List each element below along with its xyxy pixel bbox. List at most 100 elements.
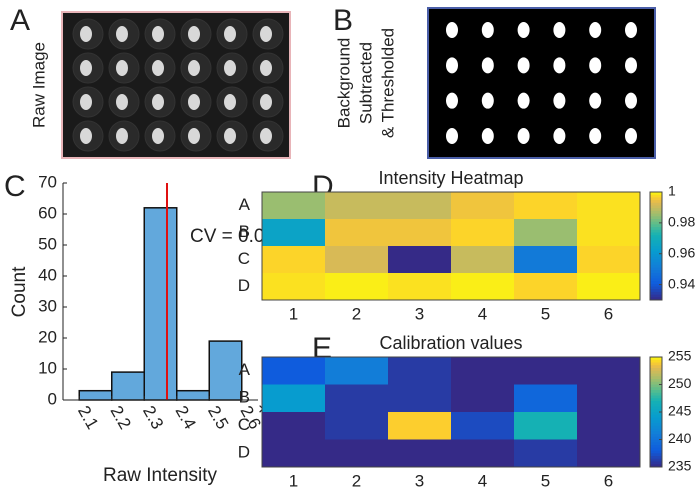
colorbar-step: [650, 200, 662, 204]
image-label: Raw Image: [29, 42, 48, 128]
colorbar-step: [650, 235, 662, 239]
colorbar-step: [650, 278, 662, 282]
colorbar-step: [650, 395, 662, 399]
cell: [388, 273, 452, 301]
colorbar-step: [650, 267, 662, 271]
spot: [80, 94, 92, 110]
y-tick-label: 0: [48, 389, 57, 408]
colorbar-step: [650, 197, 662, 201]
colorbar-step: [650, 392, 662, 396]
y-tick-label: 40: [38, 265, 57, 284]
cell: [451, 357, 515, 385]
colorbar-step: [650, 275, 662, 279]
column-label: 2: [352, 471, 361, 487]
colorbar-tick-label: 0.96: [668, 244, 695, 260]
spot: [517, 128, 530, 144]
cell: [262, 357, 326, 385]
colorbar-step: [650, 384, 662, 388]
cell: [262, 384, 326, 413]
spot: [80, 26, 92, 42]
cell: [388, 357, 452, 385]
cell: [325, 384, 389, 413]
x-tick-label: 2.2: [106, 403, 134, 433]
colorbar-step: [650, 264, 662, 269]
colorbar-step: [650, 210, 662, 215]
cell: [514, 219, 578, 247]
colorbar-step: [650, 398, 662, 402]
colorbar-step: [650, 420, 662, 424]
colorbar-step: [650, 461, 662, 465]
column-label: 3: [415, 471, 424, 487]
column-label: 6: [604, 471, 613, 487]
cell: [388, 439, 452, 468]
colorbar-step: [650, 412, 662, 416]
y-tick-label: 50: [38, 234, 57, 253]
cell: [514, 273, 578, 301]
spot: [152, 128, 164, 144]
bar: [208, 340, 243, 401]
spot: [188, 26, 200, 42]
spot: [553, 128, 566, 144]
colorbar-step: [650, 294, 662, 298]
colorbar-step: [650, 362, 662, 366]
colorbar-step: [650, 370, 662, 374]
spot: [553, 57, 566, 74]
spot: [188, 94, 200, 110]
row-label: B: [239, 222, 250, 241]
cell: [262, 246, 326, 274]
colorbar-step: [650, 232, 662, 236]
colorbar-step: [650, 240, 662, 244]
spot: [260, 26, 272, 42]
colorbar-tick-label: 250: [668, 375, 692, 391]
column-label: 5: [541, 304, 550, 323]
cell: [451, 192, 515, 220]
colorbar-step: [650, 387, 662, 391]
cell: [451, 439, 515, 468]
cell: [451, 246, 515, 274]
row-label: A: [239, 195, 251, 214]
spot: [260, 60, 272, 76]
colorbar-step: [650, 194, 662, 198]
colorbar-step: [650, 256, 662, 260]
y-tick-label: 70: [38, 172, 57, 191]
cell: [325, 246, 389, 274]
cell: [325, 192, 389, 220]
colorbar-tick-label: 255: [668, 348, 692, 364]
cell: [388, 192, 452, 220]
colorbar-step: [650, 428, 662, 432]
bar: [111, 371, 145, 401]
colorbar-step: [650, 224, 662, 228]
cell: [514, 357, 578, 385]
panel-label: C: [4, 170, 26, 203]
spot: [481, 128, 494, 144]
row-label: D: [238, 276, 250, 295]
cell: [451, 219, 515, 247]
colorbar-tick-label: 245: [668, 403, 692, 419]
y-tick-label: 60: [38, 203, 57, 222]
colorbar-step: [650, 289, 662, 293]
heatmap-frame: [261, 356, 641, 468]
colorbar-step: [650, 373, 662, 377]
colorbar-tick-label: 1: [668, 183, 676, 199]
colorbar-step: [650, 450, 662, 454]
colorbar-step: [650, 243, 662, 247]
cell: [451, 384, 515, 413]
colorbar-step: [650, 401, 662, 405]
colorbar-step: [650, 213, 662, 217]
colorbar-step: [650, 216, 662, 220]
column-label: 4: [478, 304, 487, 323]
spot: [446, 128, 458, 144]
x-tick-label: 2.3: [139, 403, 167, 433]
cell: [262, 412, 326, 440]
cell: [514, 439, 578, 468]
heatmap-frame: [261, 191, 641, 301]
spot: [152, 94, 164, 110]
colorbar-step: [650, 297, 662, 301]
colorbar-step: [650, 368, 662, 372]
heatmap-title: Calibration values: [379, 333, 522, 353]
colorbar-step: [650, 202, 662, 206]
panel-label: B: [333, 4, 353, 37]
spot: [188, 60, 200, 76]
cell: [388, 412, 452, 440]
spot: [481, 57, 494, 74]
